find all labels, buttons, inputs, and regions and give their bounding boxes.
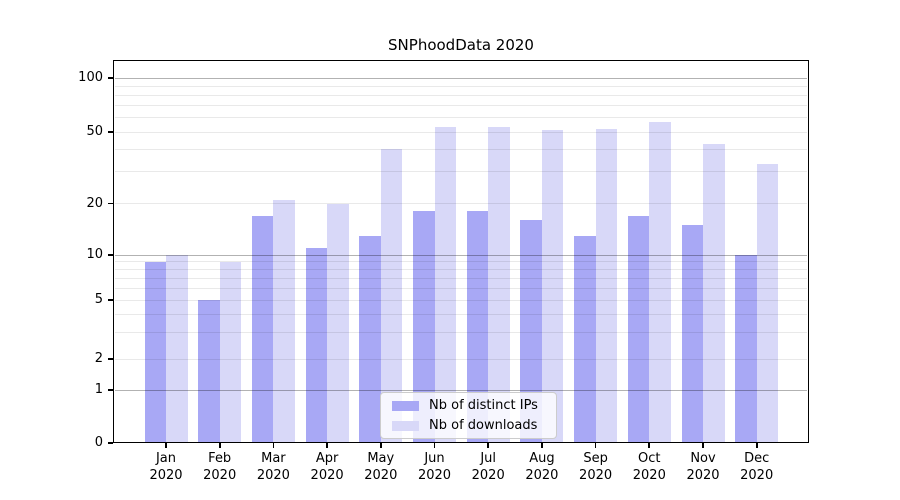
gridline-minor-40 (115, 148, 807, 150)
bar-distinct-ips-aug (520, 220, 542, 443)
y-tick-50 (108, 131, 113, 133)
y-tick-10 (108, 254, 113, 256)
gridline-minor-8 (115, 268, 807, 270)
y-tick-label-50: 50 (86, 124, 103, 139)
bar-distinct-ips-jun (413, 211, 435, 443)
y-tick-label-0: 0 (94, 435, 103, 450)
legend-item-downloads: Nb of downloads (392, 418, 545, 433)
bar-distinct-ips-dec (735, 255, 757, 443)
y-tick-1 (108, 389, 113, 391)
gridline-minor-3 (115, 332, 807, 334)
gridline-minor-70 (115, 105, 807, 107)
gridline-minor-7 (115, 277, 807, 279)
bar-downloads-aug (541, 130, 564, 443)
bar-downloads-may (380, 149, 403, 443)
gridline-minor-90 (115, 85, 807, 87)
x-tick-label-aug: Aug 2020 (525, 451, 559, 483)
bar-distinct-ips-sep (574, 235, 596, 443)
x-tick-label-may: May 2020 (364, 451, 398, 483)
bar-downloads-jul (488, 127, 510, 443)
bar-downloads-mar (273, 199, 295, 443)
y-tick-0 (108, 442, 113, 444)
y-tick-20 (108, 202, 113, 205)
x-tick-may (379, 443, 382, 448)
x-tick-label-jul: Jul 2020 (471, 451, 505, 483)
bar-distinct-ips-feb (198, 300, 220, 443)
y-tick-label-10: 10 (86, 247, 103, 262)
bar-downloads-nov (703, 143, 725, 443)
x-tick-label-oct: Oct 2020 (632, 451, 666, 483)
legend-label-distinct-ips: Nb of distinct IPs (429, 398, 538, 413)
x-tick-jan (165, 443, 167, 448)
bar-distinct-ips-jul (466, 211, 489, 443)
x-tick-oct (648, 443, 651, 448)
x-tick-label-jun: Jun 2020 (417, 451, 452, 483)
gridline-major-10 (115, 254, 807, 256)
y-tick-label-20: 20 (86, 195, 103, 211)
gridline-minor-2 (115, 358, 807, 360)
bar-distinct-ips-apr (305, 247, 328, 443)
bar-distinct-ips-jan (144, 261, 166, 443)
x-tick-dec (755, 443, 758, 448)
bar-distinct-ips-mar (251, 215, 274, 443)
x-tick-aug (541, 443, 543, 448)
x-tick-feb (218, 443, 221, 448)
bar-downloads-jan (166, 255, 188, 443)
bar-downloads-apr (327, 203, 349, 443)
x-tick-label-mar: Mar 2020 (256, 451, 290, 483)
y-tick-label-2: 2 (94, 351, 103, 366)
gridline-minor-50 (115, 131, 807, 133)
legend-item-distinct-ips: Nb of distinct IPs (392, 398, 545, 413)
x-tick-apr (326, 443, 328, 448)
bar-downloads-jun (434, 127, 456, 443)
y-tick-2 (108, 358, 113, 360)
x-tick-label-dec: Dec 2020 (740, 451, 774, 483)
x-tick-mar (272, 443, 275, 448)
gridline-minor-4 (115, 313, 807, 315)
bar-distinct-ips-nov (681, 224, 703, 443)
x-tick-label-jan: Jan 2020 (149, 451, 183, 483)
gridline-minor-6 (115, 287, 807, 289)
bar-downloads-oct (649, 121, 671, 443)
x-tick-label-nov: Nov 2020 (686, 451, 720, 483)
bar-downloads-sep (595, 128, 618, 443)
gridline-minor-80 (115, 94, 807, 96)
x-tick-nov (702, 443, 704, 448)
y-tick-label-5: 5 (94, 292, 103, 307)
y-tick-label-1: 1 (94, 382, 103, 397)
bar-downloads-dec (756, 164, 779, 443)
bar-downloads-feb (219, 261, 242, 443)
gridline-minor-30 (115, 171, 807, 173)
legend-swatch-distinct-ips (392, 400, 419, 411)
x-tick-sep (594, 443, 597, 448)
gridline-major-1 (115, 389, 807, 391)
bar-distinct-ips-oct (627, 215, 650, 443)
legend-label-downloads: Nb of downloads (429, 418, 538, 433)
y-tick-label-100: 100 (78, 70, 103, 85)
gridline-major-100 (115, 77, 807, 79)
chart-title: SNPhoodData 2020 (388, 36, 534, 54)
legend: Nb of distinct IPs Nb of downloads (380, 392, 557, 439)
x-tick-jun (433, 443, 436, 448)
x-tick-jul (487, 443, 490, 448)
x-tick-label-apr: Apr 2020 (310, 451, 344, 483)
bar-distinct-ips-may (359, 235, 381, 443)
gridline-minor-60 (115, 117, 807, 119)
y-tick-100 (108, 77, 113, 79)
gridline-minor-20 (115, 203, 807, 204)
x-tick-label-sep: Sep 2020 (579, 451, 613, 483)
legend-swatch-downloads (392, 420, 419, 431)
gridline-minor-5 (115, 299, 807, 301)
y-tick-5 (108, 299, 113, 301)
x-tick-label-feb: Feb 2020 (203, 451, 237, 483)
gridline-minor-9 (115, 261, 807, 263)
